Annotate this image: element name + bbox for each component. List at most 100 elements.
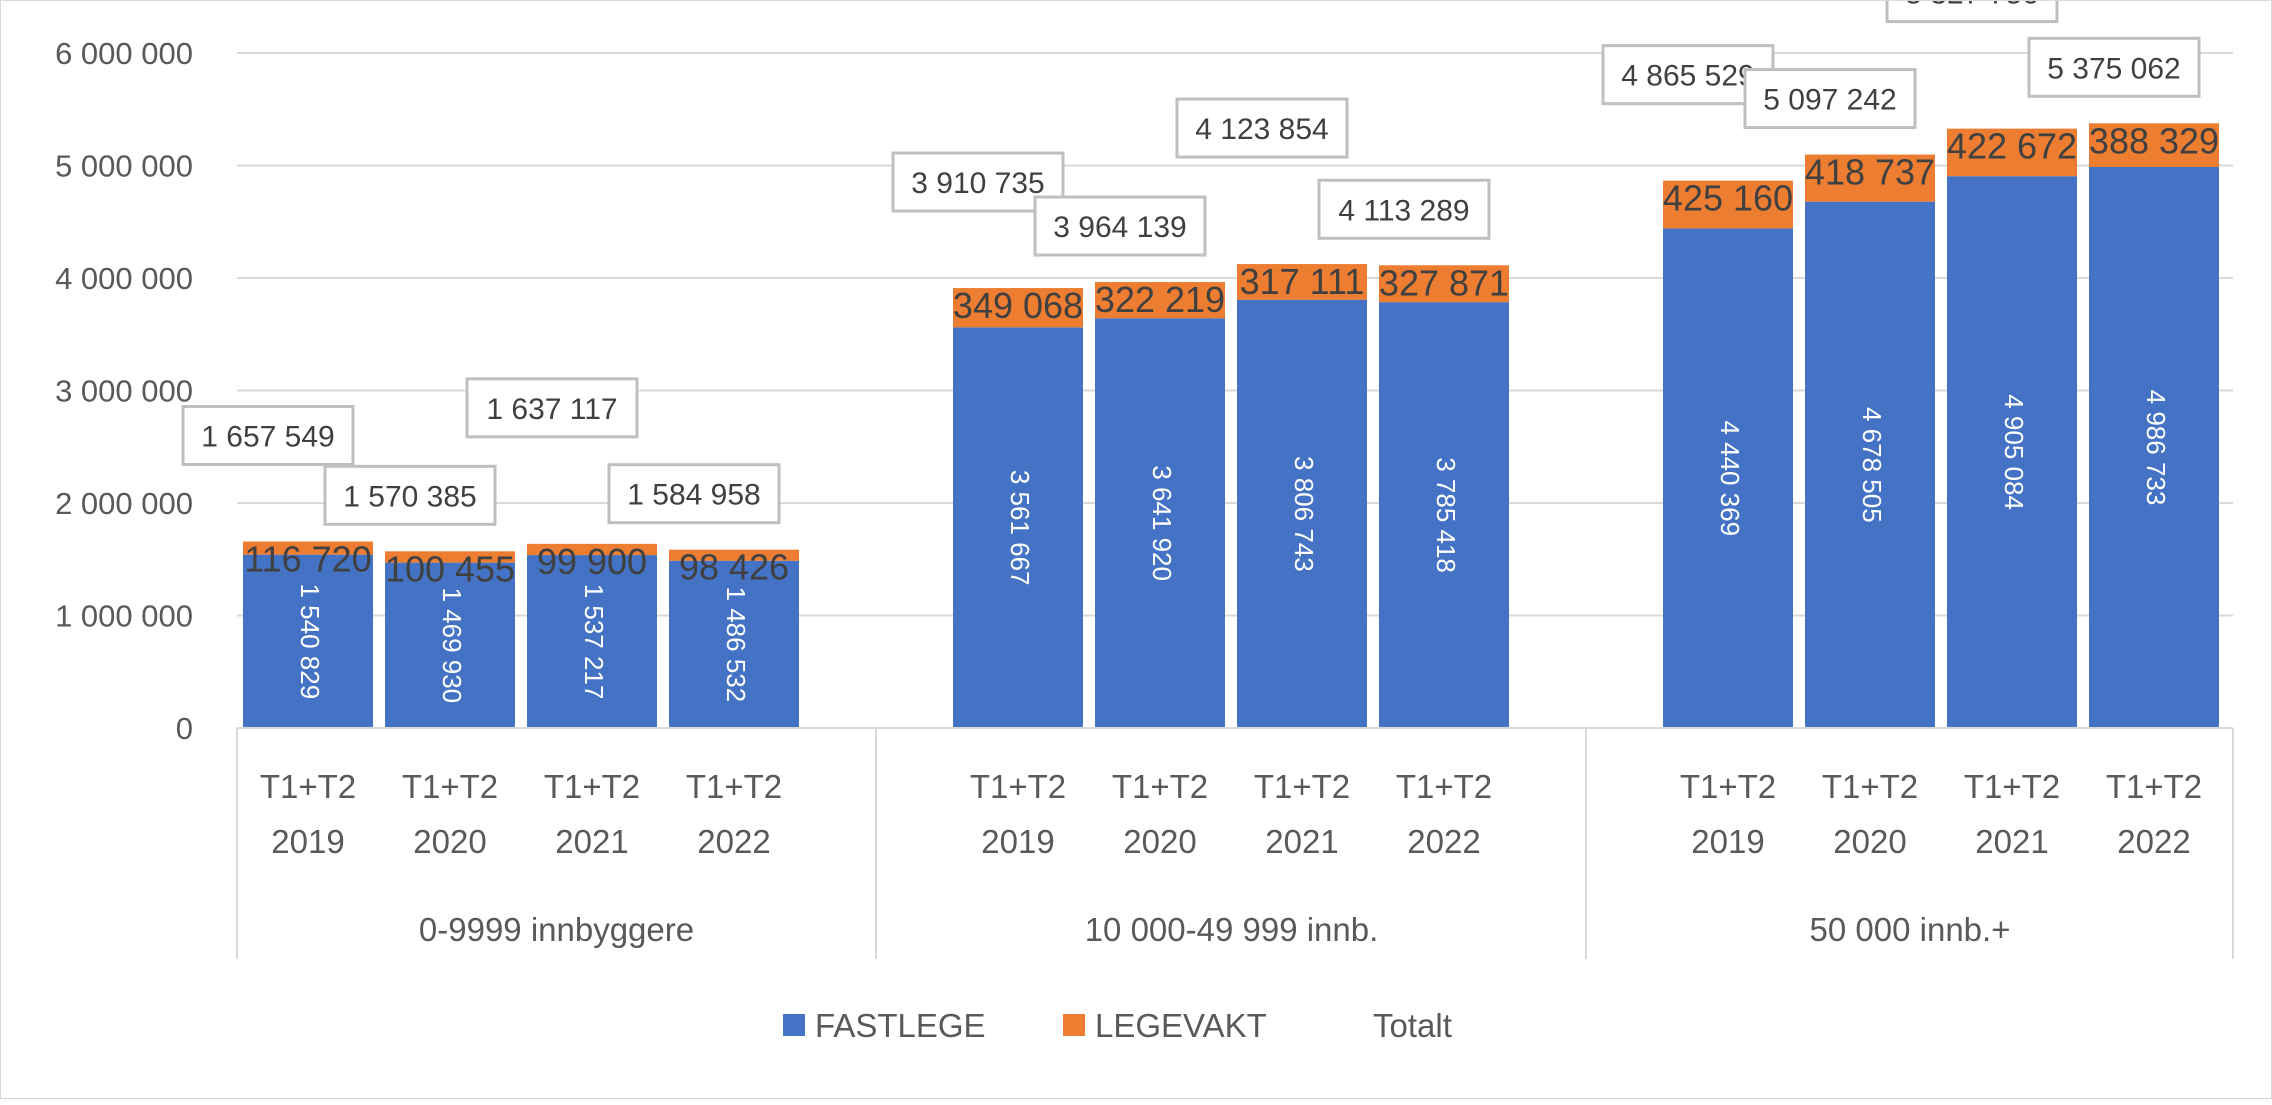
- data-label-total: 4 865 529: [1621, 60, 1754, 93]
- bar-fastlege: [385, 562, 515, 728]
- y-tick-label: 2 000 000: [55, 486, 193, 521]
- x-tick-label-line2: 2019: [1691, 823, 1764, 860]
- data-label-total: 3 910 735: [911, 167, 1044, 200]
- data-label-fastlege: 1 486 532: [721, 587, 751, 703]
- x-tick-label-line1: T1+T2: [686, 768, 782, 805]
- data-label-legevakt: 100 455: [385, 548, 515, 589]
- bar-fastlege: [527, 555, 657, 728]
- data-label-legevakt: 422 672: [1947, 126, 2077, 167]
- data-label-fastlege: 4 986 733: [2141, 390, 2171, 506]
- legend-label-fastlege: FASTLEGE: [815, 1007, 986, 1044]
- data-label-total-box: [181, 405, 355, 467]
- data-label-fastlege: 3 641 920: [1147, 465, 1177, 581]
- x-tick-label-line1: T1+T2: [1680, 768, 1776, 805]
- data-label-legevakt: 322 219: [1095, 279, 1225, 320]
- bar-legevakt: [243, 541, 373, 555]
- data-label-legevakt: 425 160: [1663, 178, 1793, 219]
- data-label-fastlege: 1 469 930: [437, 587, 467, 703]
- data-label-legevakt: 327 871: [1379, 262, 1509, 303]
- data-label-total: 5 097 242: [1763, 84, 1896, 117]
- bar-fastlege: [953, 327, 1083, 728]
- data-label-total-box: [1175, 97, 1349, 159]
- x-tick-label-line1: T1+T2: [970, 768, 1066, 805]
- data-label-total-box: [1317, 178, 1491, 240]
- data-label-total: 5 327 756: [1905, 1, 2038, 11]
- data-label-fastlege: 4 440 369: [1715, 420, 1745, 536]
- bar-legevakt: [385, 551, 515, 563]
- data-label-fastlege: 3 561 667: [1005, 470, 1035, 586]
- data-label-total-box: [323, 464, 497, 526]
- data-label-fastlege: 1 537 217: [579, 584, 609, 700]
- bar-fastlege: [243, 554, 373, 728]
- data-label-total-box: [2027, 36, 2201, 98]
- data-label-fastlege: 4 905 084: [1999, 394, 2029, 510]
- x-tick-label-line1: T1+T2: [1112, 768, 1208, 805]
- y-tick-label: 6 000 000: [55, 36, 193, 71]
- x-tick-label-line2: 2019: [271, 823, 344, 860]
- data-label-fastlege: 4 678 505: [1857, 407, 1887, 523]
- y-tick-label: 4 000 000: [55, 261, 193, 296]
- bar-legevakt: [1095, 282, 1225, 319]
- y-tick-label: 1 000 000: [55, 599, 193, 634]
- bar-fastlege: [1663, 228, 1793, 728]
- bar-legevakt: [527, 543, 657, 556]
- bar-legevakt: [2089, 123, 2219, 167]
- bar-legevakt: [953, 288, 1083, 328]
- x-tick-label-line1: T1+T2: [1822, 768, 1918, 805]
- x-group-label: 50 000 innb.+: [1810, 911, 2011, 948]
- data-label-legevakt: 349 068: [953, 285, 1083, 326]
- bar-fastlege: [2089, 166, 2219, 728]
- bar-fastlege: [1095, 318, 1225, 728]
- data-label-total: 1 584 958: [627, 479, 760, 512]
- legend-label-totalt: Totalt: [1373, 1007, 1452, 1044]
- x-group-label: 0-9999 innbyggere: [419, 911, 694, 948]
- y-tick-label: 5 000 000: [55, 149, 193, 184]
- x-tick-label-line2: 2021: [1265, 823, 1338, 860]
- x-tick-label-line1: T1+T2: [1396, 768, 1492, 805]
- x-tick-label-line1: T1+T2: [402, 768, 498, 805]
- data-label-total: 1 570 385: [343, 480, 476, 513]
- x-tick-label-line1: T1+T2: [2106, 768, 2202, 805]
- data-label-total-box: [607, 463, 781, 525]
- data-label-legevakt: 99 900: [537, 541, 647, 582]
- data-label-total: 4 113 289: [1338, 194, 1469, 227]
- y-tick-label: 0: [176, 711, 193, 746]
- data-label-total-box: [1885, 0, 2059, 24]
- data-label-legevakt: 98 426: [679, 547, 789, 588]
- bar-fastlege: [1379, 302, 1509, 728]
- data-label-fastlege: 3 785 418: [1431, 457, 1461, 573]
- data-label-total: 1 657 549: [201, 421, 334, 454]
- data-label-total: 4 123 854: [1195, 113, 1328, 146]
- x-tick-label-line1: T1+T2: [1254, 768, 1350, 805]
- data-label-total-box: [1743, 68, 1917, 130]
- legend-swatch-legevakt: [1063, 1014, 1085, 1036]
- data-label-total: 1 637 117: [486, 393, 617, 426]
- bar-fastlege: [1947, 176, 2077, 729]
- bar-legevakt: [1805, 154, 1935, 202]
- x-tick-label-line2: 2022: [1407, 823, 1480, 860]
- bar-legevakt: [1663, 180, 1793, 229]
- bar-legevakt: [1947, 128, 2077, 177]
- x-tick-label-line1: T1+T2: [1964, 768, 2060, 805]
- data-label-total: 3 964 139: [1053, 211, 1186, 244]
- data-label-legevakt: 116 720: [244, 539, 371, 580]
- bar-fastlege: [669, 560, 799, 728]
- data-label-legevakt: 317 111: [1240, 261, 1365, 302]
- bar-legevakt: [1379, 265, 1509, 303]
- data-label-fastlege: 3 806 743: [1289, 456, 1319, 572]
- x-group-label: 10 000-49 999 innb.: [1085, 911, 1379, 948]
- data-label-fastlege: 1 540 829: [295, 583, 325, 699]
- x-tick-label-line2: 2021: [555, 823, 628, 860]
- data-label-total: 5 375 062: [2047, 52, 2180, 85]
- x-tick-label-line2: 2020: [1123, 823, 1196, 860]
- bar-fastlege: [1805, 201, 1935, 728]
- bar-fastlege: [1237, 299, 1367, 728]
- legend-swatch-fastlege: [783, 1014, 805, 1036]
- x-tick-label-line1: T1+T2: [260, 768, 356, 805]
- x-tick-label-line2: 2022: [697, 823, 770, 860]
- data-label-legevakt: 418 737: [1805, 152, 1935, 193]
- x-tick-label-line2: 2020: [413, 823, 486, 860]
- x-tick-label-line2: 2019: [981, 823, 1054, 860]
